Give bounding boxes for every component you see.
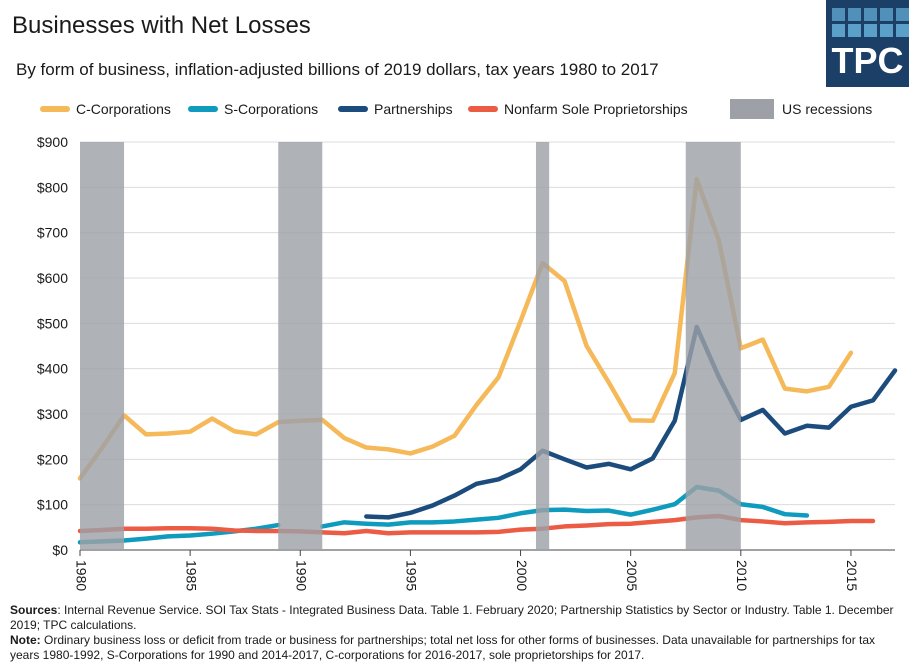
legend-item-sole-proprietorships: Nonfarm Sole Proprietorships xyxy=(468,98,688,120)
line-chart: $0 $100 $200 $300 $400 $500 $600 $700 $800 $900 19… xyxy=(37,134,898,591)
legend-label-c-corporations: C-Corporations xyxy=(76,101,171,117)
y-tick-label: $600 xyxy=(37,270,68,286)
y-tick-label: $300 xyxy=(37,406,68,422)
y-tick-label: $700 xyxy=(37,225,68,241)
legend-swatch-sole-proprietorships xyxy=(468,106,498,112)
x-tick-label: 2000 xyxy=(514,560,530,591)
sources-text: : Internal Revenue Service. SOI Tax Stat… xyxy=(10,603,894,632)
logo-square xyxy=(848,24,861,37)
note-text: Ordinary business loss or deficit from t… xyxy=(10,633,876,662)
recession-band xyxy=(80,142,125,550)
x-tick-label: 1995 xyxy=(404,560,420,591)
chart-notes: Sources: Internal Revenue Service. SOI T… xyxy=(10,603,902,663)
logo-square xyxy=(880,8,893,21)
logo-square xyxy=(832,24,845,37)
y-tick-label: $0 xyxy=(52,542,68,558)
y-tick-label: $800 xyxy=(37,179,68,195)
legend-label-s-corporations: S-Corporations xyxy=(224,101,319,117)
recession-band xyxy=(685,142,741,550)
chart-title: Businesses with Net Losses xyxy=(12,12,311,39)
x-tick-label: 2005 xyxy=(624,560,640,591)
y-tick-label: $200 xyxy=(37,451,68,467)
logo-text: TPC xyxy=(831,40,904,81)
legend-label-partnerships: Partnerships xyxy=(374,101,453,117)
legend-item-recessions: US recessions xyxy=(730,98,872,120)
sources-note: Sources: Internal Revenue Service. SOI T… xyxy=(10,603,902,633)
series-line-partnerships xyxy=(364,324,898,520)
x-tick-label: 1990 xyxy=(294,560,310,591)
legend-swatch-recessions xyxy=(730,99,774,119)
y-tick-label: $900 xyxy=(37,134,68,150)
x-tick-label: 1980 xyxy=(73,560,89,591)
legend-label-sole-proprietorships: Nonfarm Sole Proprietorships xyxy=(504,101,688,117)
chart-subtitle: By form of business, inflation-adjusted … xyxy=(16,60,659,79)
logo-square xyxy=(832,8,845,21)
x-tick-label: 2010 xyxy=(734,560,750,591)
legend-swatch-c-corporations xyxy=(40,106,70,112)
y-tick-label: $400 xyxy=(37,361,68,377)
logo-square xyxy=(864,24,877,37)
recession-band xyxy=(535,142,550,550)
legend-swatch-partnerships xyxy=(338,106,368,112)
recession-band xyxy=(278,142,323,550)
x-tick-label: 1985 xyxy=(183,560,199,591)
logo-square xyxy=(848,8,861,21)
legend-item-partnerships: Partnerships xyxy=(338,98,453,120)
x-tick-label: 2015 xyxy=(844,560,860,591)
tpc-logo: TPC xyxy=(826,0,909,87)
y-tick-label: $100 xyxy=(37,497,68,513)
logo-square xyxy=(864,8,877,21)
legend-swatch-s-corporations xyxy=(188,106,218,112)
legend-item-s-corporations: S-Corporations xyxy=(188,98,318,120)
y-tick-label: $500 xyxy=(37,315,68,331)
logo-square xyxy=(880,24,893,37)
sources-label: Sources xyxy=(10,603,58,617)
legend-label-recessions: US recessions xyxy=(782,101,873,117)
data-note: Note: Ordinary business loss or deficit … xyxy=(10,633,902,663)
legend-item-c-corporations: C-Corporations xyxy=(40,98,171,120)
logo-square xyxy=(896,8,909,21)
logo-square xyxy=(896,24,909,37)
note-label: Note: xyxy=(10,633,41,647)
